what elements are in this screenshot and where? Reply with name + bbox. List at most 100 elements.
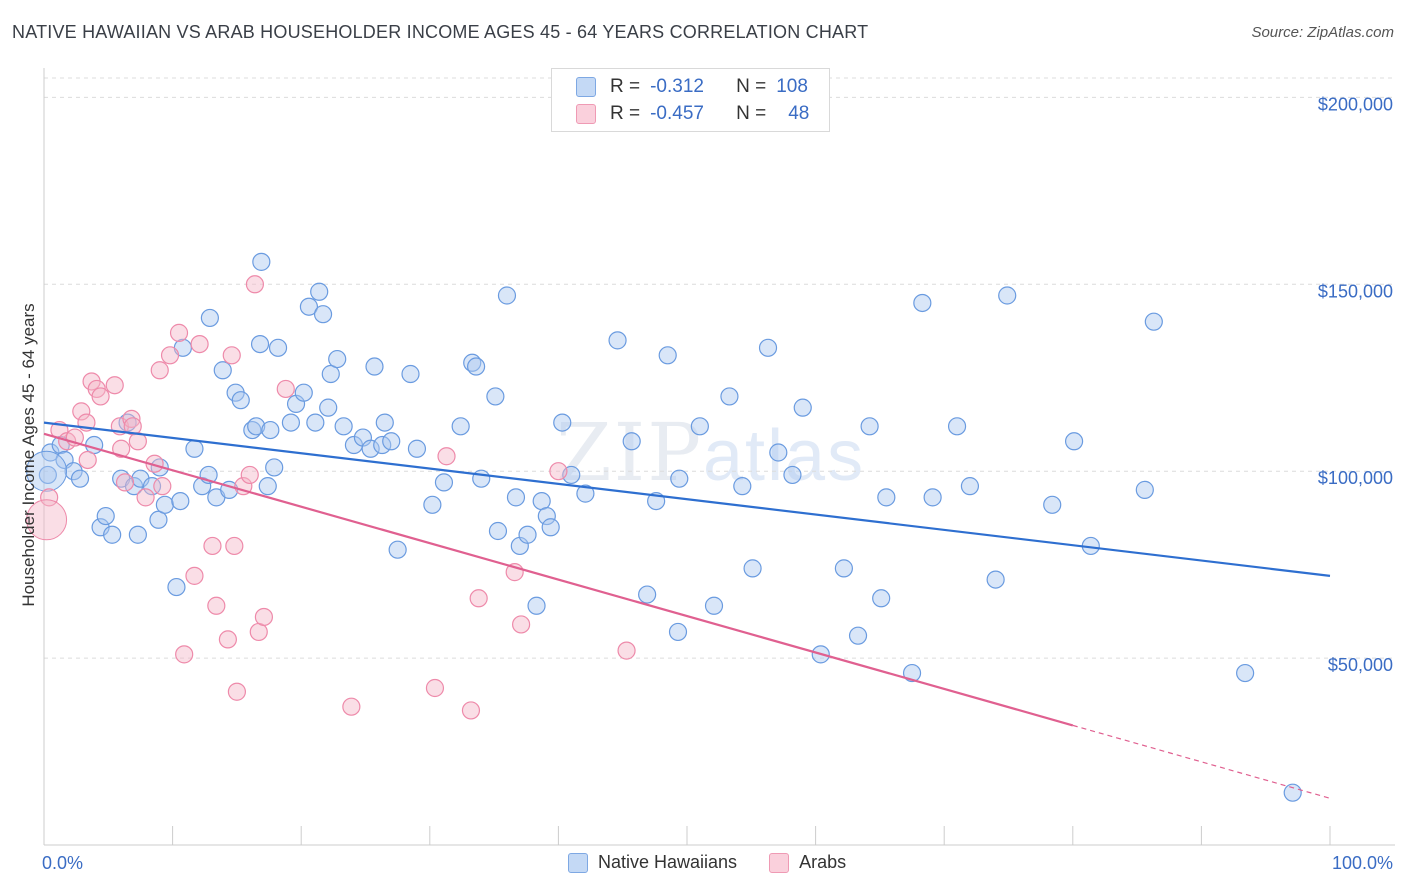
point-native-hawaiian — [998, 286, 1017, 305]
axes — [43, 68, 1395, 846]
point-native-hawaiian — [41, 443, 60, 462]
point-arab — [115, 473, 135, 492]
point-arab — [169, 323, 189, 342]
point-native-hawaiian — [622, 432, 641, 451]
legend-swatch-blue — [576, 77, 596, 97]
y-tick-label: $200,000 — [1318, 94, 1393, 114]
point-native-hawaiian — [200, 308, 219, 328]
point-native-hawaiian — [361, 439, 380, 458]
x-tick-label: 0.0% — [42, 853, 83, 873]
legend-r-value: -0.312 — [650, 76, 704, 97]
legend-r-label: R = — [610, 76, 641, 97]
point-native-hawaiian — [252, 252, 271, 271]
point-native-hawaiian — [668, 622, 688, 642]
point-native-hawaiian — [670, 469, 689, 488]
point-native-hawaiian — [375, 413, 394, 432]
point-native-hawaiian — [423, 495, 442, 514]
point-native-hawaiian — [783, 465, 802, 485]
point-arab — [153, 477, 172, 496]
point-native-hawaiian — [743, 559, 762, 578]
legend-row-arabs: R = -0.457 N = 48 — [552, 101, 809, 127]
point-native-hawaiian — [1135, 480, 1154, 499]
point-arab — [225, 536, 244, 556]
point-native-hawaiian — [373, 435, 392, 455]
point-native-hawaiian — [902, 663, 922, 683]
point-native-hawaiian — [1236, 663, 1255, 683]
point-native-hawaiian — [365, 357, 384, 376]
point-native-hawaiian — [860, 417, 879, 436]
point-native-hawaiian — [537, 506, 556, 526]
point-native-hawaiian — [658, 346, 677, 365]
point-arab — [437, 447, 456, 466]
legend-n-label: N = — [736, 103, 767, 124]
series-native-hawaiians — [26, 252, 1302, 802]
point-native-hawaiian — [434, 473, 454, 492]
point-native-hawaiian — [124, 477, 144, 496]
point-arab — [185, 566, 204, 585]
legend-item-native-hawaiians[interactable]: Native Hawaiians — [568, 852, 737, 873]
point-native-hawaiian — [486, 387, 505, 406]
point-native-hawaiian — [388, 540, 407, 559]
point-arab — [461, 701, 481, 720]
point-arab — [175, 645, 194, 664]
point-native-hawaiian — [704, 596, 724, 615]
legend-item-arabs[interactable]: Arabs — [769, 852, 846, 873]
point-native-hawaiian — [986, 570, 1005, 589]
series-arabs — [26, 275, 636, 720]
point-native-hawaiian — [1144, 312, 1163, 331]
point-native-hawaiian — [258, 477, 277, 496]
point-native-hawaiian — [793, 398, 812, 417]
y-tick-labels: $50,000 $100,000 $150,000 $200,000 — [1318, 94, 1393, 675]
point-native-hawaiian — [960, 477, 980, 496]
point-arab — [207, 596, 226, 615]
point-arab — [40, 488, 59, 507]
point-native-hawaiian — [26, 450, 68, 492]
point-native-hawaiian — [261, 420, 280, 440]
point-native-hawaiian — [299, 297, 319, 316]
point-native-hawaiian — [70, 469, 90, 488]
point-arab — [254, 607, 274, 627]
legend-n-value: 48 — [788, 103, 810, 124]
chart-title: NATIVE HAWAIIAN VS ARAB HOUSEHOLDER INCO… — [12, 22, 869, 42]
point-arab — [425, 678, 445, 698]
point-native-hawaiian — [231, 391, 250, 410]
point-native-hawaiian — [720, 387, 739, 406]
point-arab — [150, 361, 169, 380]
point-native-hawaiian — [142, 477, 162, 496]
point-native-hawaiian — [488, 521, 508, 541]
legend-swatch-pink — [769, 852, 790, 873]
point-native-hawaiian — [149, 510, 168, 529]
y-tick-label: $50,000 — [1328, 655, 1393, 675]
x-tick-labels: 0.0% 100.0% — [42, 853, 1393, 873]
point-arab — [26, 499, 68, 541]
y-tick-label: $150,000 — [1318, 281, 1393, 301]
point-native-hawaiian — [497, 286, 517, 305]
point-arab — [190, 334, 209, 354]
point-native-hawaiian — [319, 398, 338, 417]
grid-lines — [44, 77, 1395, 659]
legend-label-native-hawaiians: Native Hawaiians — [598, 852, 738, 872]
point-native-hawaiian — [527, 596, 546, 615]
point-native-hawaiian — [38, 465, 57, 485]
legend-swatch-blue — [568, 852, 588, 873]
point-native-hawaiian — [553, 413, 572, 432]
point-native-hawaiian — [608, 331, 627, 350]
point-native-hawaiian — [733, 477, 752, 496]
point-arab — [72, 402, 91, 421]
series-legend: Native Hawaiians Arabs — [568, 852, 878, 873]
y-tick-label: $100,000 — [1318, 468, 1393, 488]
point-native-hawaiian — [321, 364, 340, 384]
point-native-hawaiian — [171, 491, 190, 511]
point-native-hawaiian — [758, 338, 778, 357]
point-arab — [122, 409, 141, 428]
point-arab — [136, 488, 155, 507]
point-native-hawaiian — [64, 462, 83, 481]
point-arab — [276, 379, 295, 399]
point-native-hawaiian — [247, 417, 266, 436]
legend-n-label: N = — [736, 76, 767, 97]
point-native-hawaiian — [281, 413, 301, 432]
point-arab — [112, 439, 131, 458]
point-arab — [342, 697, 361, 716]
legend-r-value: -0.457 — [650, 103, 704, 124]
